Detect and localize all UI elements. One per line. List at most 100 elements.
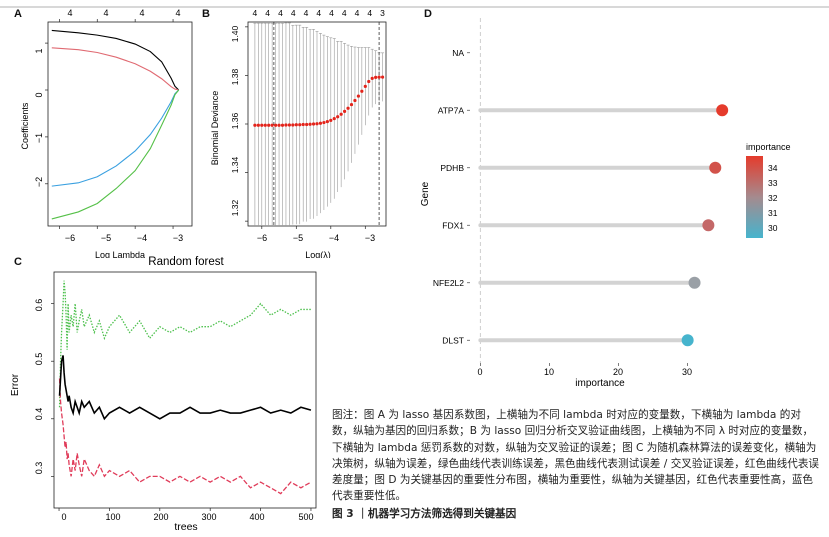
panel-a-x-tick: −6 — [65, 233, 75, 243]
panel-d-x-tick: 10 — [544, 367, 554, 377]
panel-d-gene-label: NFE2L2 — [433, 278, 464, 288]
panel-c-x-axis-label: trees — [174, 521, 197, 533]
panel-a-coefficient-line-2 — [51, 89, 180, 187]
panel-b-deviance-point — [332, 117, 336, 121]
panel-b-x-axis-label: Log(λ) — [305, 250, 331, 258]
panel-b-deviance-point — [253, 123, 257, 127]
panel-c-oob-error-line — [58, 355, 312, 421]
panel-a-y-tick: 0 — [34, 92, 44, 97]
panel-b-deviance-point — [287, 123, 291, 127]
panel-b-deviance-point — [267, 123, 271, 127]
panel-b-deviance-point — [280, 123, 285, 127]
panel-b-deviance-point — [284, 123, 288, 127]
panel-d-gene-label: NA — [452, 48, 464, 58]
panel-b-deviance-point — [305, 122, 309, 127]
panel-a-y-tick: −1 — [34, 133, 44, 143]
panel-b-cross-validation-chart: Log(λ) Binomial Deviance −6 −5 −4 −3 1.3… — [210, 8, 387, 258]
panel-b-deviance-point — [260, 123, 264, 127]
panel-b-top-tick: 4 — [253, 8, 258, 18]
panel-d-x-axis-label: importance — [575, 378, 625, 389]
panel-b-deviance-point — [263, 123, 267, 127]
caption-text: 图注：图 A 为 lasso 基因系数图，上横轴为不同 lambda 时对应的变… — [332, 409, 820, 503]
panel-c-y-tick: 0.3 — [34, 462, 44, 475]
panel-b-top-tick: 4 — [316, 8, 321, 18]
panel-b-deviance-point — [374, 75, 378, 79]
top-divider — [0, 6, 829, 8]
panel-d-legend-title: importance — [746, 142, 791, 152]
panel-d-label: D — [424, 8, 432, 20]
panel-b-deviance-point — [270, 123, 274, 127]
panel-b-y-tick: 1.32 — [230, 199, 240, 216]
panel-d-x-tick: 0 — [477, 367, 482, 377]
panel-c-y-tick: 0.5 — [34, 353, 44, 366]
panel-b-top-tick: 4 — [342, 8, 347, 18]
panel-b-deviance-point — [343, 109, 347, 113]
panel-d-x-tick: 20 — [613, 367, 623, 377]
panel-d-x-tick: 30 — [682, 367, 692, 377]
panel-c-y-tick: 0.6 — [34, 299, 44, 312]
panel-a-coefficient-line-3 — [51, 89, 180, 220]
panel-b-y-axis-label: Binomial Deviance — [210, 91, 220, 166]
panel-c-x-tick: 100 — [105, 512, 120, 522]
panel-a-top-tick: 4 — [67, 8, 72, 18]
panel-a-coefficient-line-0 — [51, 29, 180, 91]
panel-d-lollipop-point — [709, 161, 722, 174]
panel-b-deviance-point — [315, 122, 319, 126]
panel-b-deviance-point — [370, 76, 374, 80]
panel-c-x-tick: 200 — [153, 512, 168, 522]
panel-d-gene-label: FDX1 — [442, 220, 464, 230]
panel-d-gene-label: DLST — [442, 335, 464, 345]
panel-b-y-tick: 1.34 — [230, 156, 240, 173]
panel-b-top-tick: 4 — [329, 8, 334, 18]
panel-b-top-tick: 4 — [291, 8, 296, 18]
panel-b-deviance-point — [274, 123, 278, 127]
panel-c-y-tick: 0.4 — [34, 408, 44, 421]
panel-c-class1-error-line — [58, 378, 312, 495]
panel-b-deviance-point — [377, 75, 381, 79]
panel-b-top-tick: 3 — [380, 8, 385, 18]
panel-b-deviance-point — [301, 122, 305, 127]
panel-a-plot-frame — [47, 21, 193, 227]
panel-b-top-tick: 4 — [304, 8, 309, 18]
panel-b-label: B — [202, 8, 210, 20]
panel-b-deviance-point — [356, 94, 360, 98]
panel-b-deviance-point — [277, 123, 281, 127]
panel-b-deviance-point — [291, 123, 295, 127]
panel-a-top-tick: 4 — [103, 8, 108, 18]
panel-b-top-tick: 4 — [278, 8, 283, 18]
panel-b-y-tick: 1.36 — [230, 112, 240, 129]
panel-c-x-tick: 300 — [201, 512, 216, 522]
figure-caption: 图注：图 A 为 lasso 基因系数图，上横轴为不同 lambda 时对应的变… — [332, 407, 822, 522]
panel-a-x-tick: −5 — [101, 233, 111, 243]
panel-d-legend-tick: 30 — [768, 223, 778, 233]
panel-d-lollipop-point — [716, 104, 729, 117]
panel-a-coefficient-line-1 — [51, 47, 179, 91]
panel-a-x-axis-label: Log Lambda — [95, 250, 145, 258]
panel-b-deviance-point — [256, 123, 260, 127]
panel-b-x-tick: −3 — [365, 233, 375, 243]
panel-b-top-tick: 4 — [355, 8, 360, 18]
panel-b-deviance-point — [318, 121, 323, 125]
panel-b-x-tick: −4 — [329, 233, 339, 243]
panel-a-lasso-coefficients-chart: 4 4 4 4 −6 −5 −4 −3 −2 −1 0 1 Log Lambda… — [20, 8, 193, 258]
panel-c-class2-error-line — [58, 280, 311, 408]
panel-b-x-tick: −6 — [257, 233, 267, 243]
panel-c-plot-frame — [53, 271, 317, 509]
panel-b-deviance-point — [329, 118, 333, 122]
panel-b-deviance-point — [336, 115, 340, 119]
panel-b-deviance-point — [353, 98, 357, 103]
caption-title: 图 3 ｜机器学习方法筛选得到关键基因 — [332, 507, 517, 520]
panel-b-top-tick: 4 — [367, 8, 372, 18]
panel-b-deviance-point — [363, 84, 367, 88]
panel-a-x-tick: −4 — [137, 233, 147, 243]
panel-b-deviance-point — [346, 106, 350, 110]
panel-d-y-axis-label: Gene — [420, 181, 431, 206]
panel-b-deviance-point — [298, 123, 302, 127]
panel-d-legend-colorbar — [746, 156, 763, 238]
panel-c-x-tick: 0 — [61, 512, 66, 522]
panel-b-deviance-point — [294, 123, 298, 127]
panel-a-label: A — [14, 8, 22, 20]
panel-b-deviance-point — [380, 75, 385, 79]
panel-d-gene-label: ATP7A — [438, 105, 465, 115]
panel-b-deviance-point — [325, 119, 329, 124]
